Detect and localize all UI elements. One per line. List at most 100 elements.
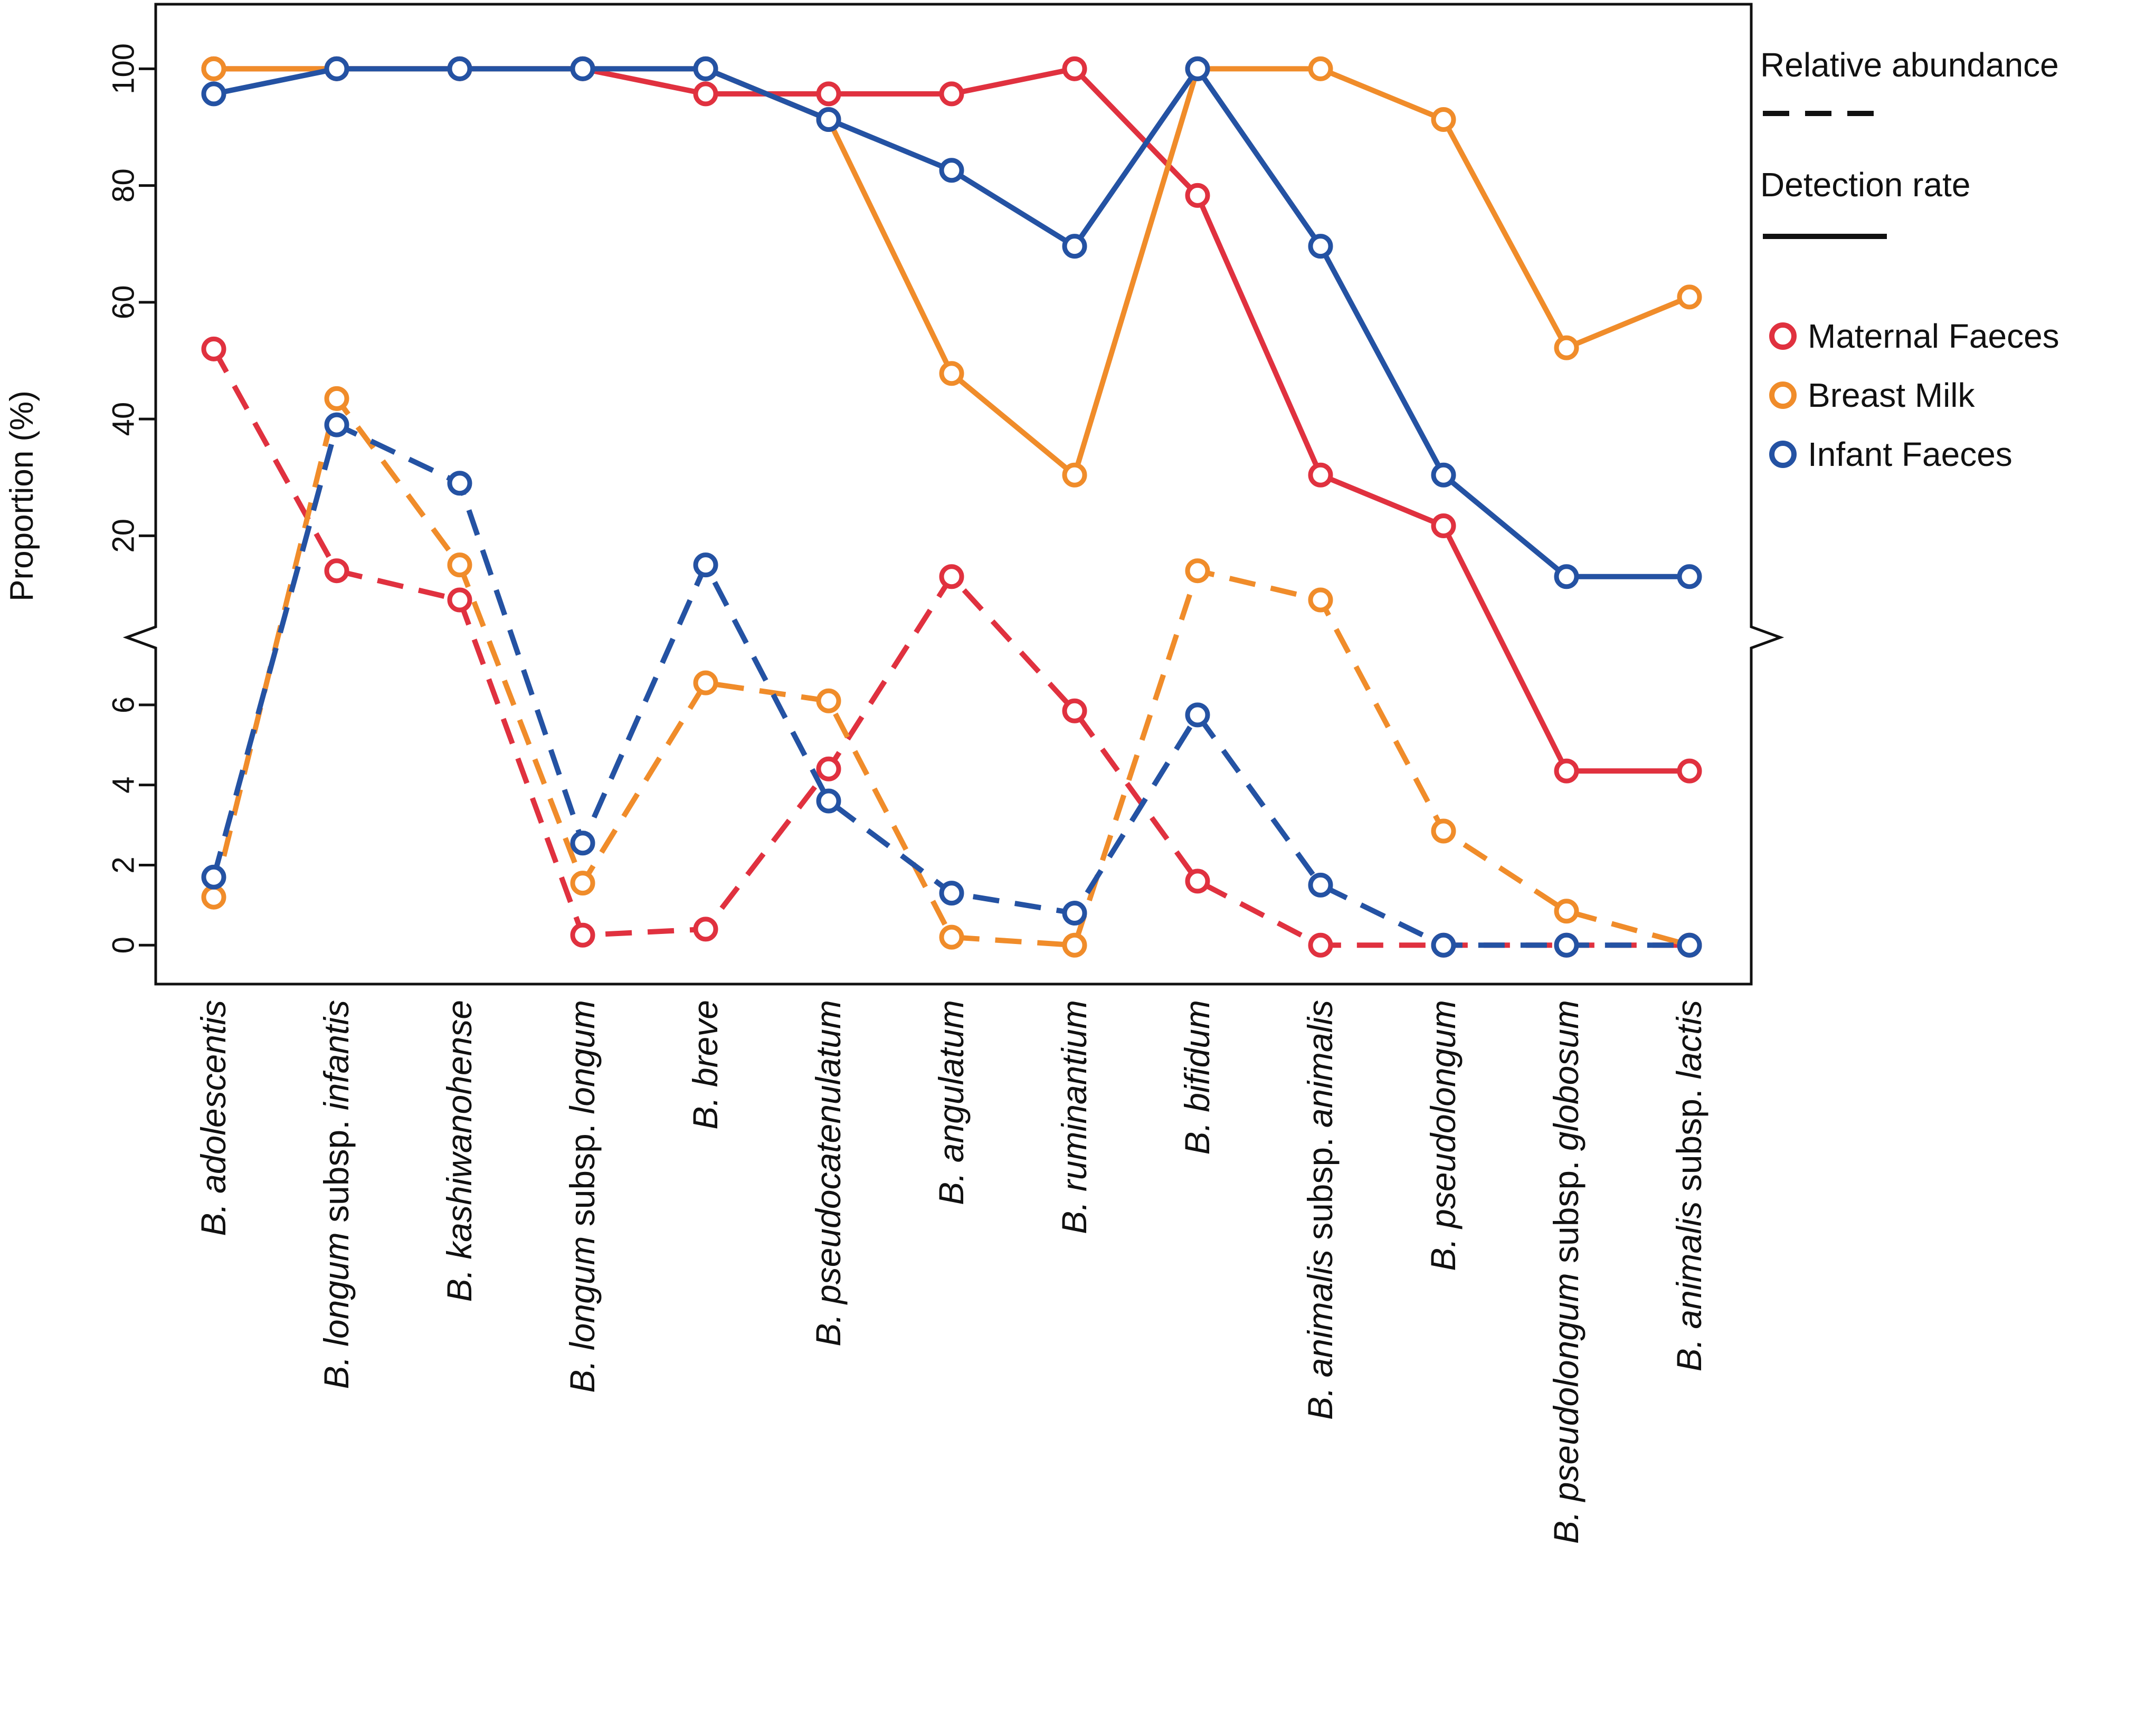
x-axis-labels: B. adolescentis B. longum subsp. infantis… xyxy=(194,1000,1708,1544)
y-tick-label-upper: 40 xyxy=(106,402,140,436)
x-category-label: B. pseudolongum subsp. globosum xyxy=(1546,1000,1586,1544)
data-point xyxy=(1308,56,1333,81)
data-point xyxy=(1431,513,1456,539)
x-category-label: B. bifidum xyxy=(1178,1000,1217,1155)
x-category-label: B. animalis subsp. lactis xyxy=(1669,1000,1708,1371)
data-point xyxy=(201,81,226,107)
data-point xyxy=(693,552,718,578)
x-category-label-part: subsp. xyxy=(1546,1151,1586,1273)
x-category-label-part: B. pseudolongum xyxy=(1423,1000,1463,1271)
data-point xyxy=(816,688,841,713)
data-point xyxy=(816,788,841,814)
y-axis: 20 40 60 80 100 0 2 4 6 xyxy=(106,43,156,953)
x-category-label: B. angulatum xyxy=(932,1000,971,1205)
data-point xyxy=(1062,234,1087,259)
series-line xyxy=(211,396,1691,948)
legend-group-label: Infant Faeces xyxy=(1808,435,2012,473)
y-tick-label-upper: 60 xyxy=(106,285,140,320)
data-point xyxy=(447,587,472,613)
x-category-label-part: B. pseudocatenulatum xyxy=(809,1000,848,1347)
x-category-label: B. longum subsp. infantis xyxy=(317,1000,356,1389)
data-point xyxy=(1308,234,1333,259)
legend-marker xyxy=(1769,381,1797,409)
data-point xyxy=(1185,869,1210,894)
data-point xyxy=(1677,758,1702,784)
data-point xyxy=(1677,564,1702,589)
data-point xyxy=(1431,107,1456,132)
x-category-label-part: B. adolescentis xyxy=(194,1000,233,1236)
x-category-label-part: subsp. xyxy=(563,1114,602,1236)
series-line xyxy=(213,66,1689,579)
data-point xyxy=(939,158,964,183)
plot-frame xyxy=(122,3,1784,986)
x-category-label: B. breve xyxy=(686,1000,725,1130)
x-category-label: B. kashiwanohense xyxy=(440,1000,479,1302)
data-point xyxy=(693,56,718,81)
data-point xyxy=(939,924,964,950)
data-point xyxy=(1185,702,1210,728)
data-point xyxy=(1185,183,1210,208)
x-category-label-part: animalis xyxy=(1300,1000,1340,1128)
data-point xyxy=(324,558,349,584)
series-relative_abundance-maternal-faeces xyxy=(201,336,1702,958)
data-point xyxy=(816,81,841,107)
x-category-label-part: subsp. xyxy=(1669,1079,1708,1201)
data-point xyxy=(1431,818,1456,844)
series-line xyxy=(211,422,1689,948)
data-point xyxy=(939,564,964,589)
data-point xyxy=(201,56,226,81)
data-point xyxy=(201,884,226,910)
data-point xyxy=(1308,587,1333,613)
series-line xyxy=(214,66,1691,478)
legend: Relative abundance Detection rate Maternal… xyxy=(1760,46,2059,473)
y-tick-label-lower: 0 xyxy=(106,937,140,953)
data-point xyxy=(939,81,964,107)
data-point xyxy=(1308,462,1333,488)
y-tick-label-upper: 100 xyxy=(106,43,140,94)
legend-marker xyxy=(1769,441,1797,468)
legend-relative-abundance-label: Relative abundance xyxy=(1760,46,2059,84)
x-category-label: B. pseudolongum xyxy=(1423,1000,1463,1271)
x-category-label: B. pseudocatenulatum xyxy=(809,1000,848,1347)
y-tick-label-upper: 20 xyxy=(106,519,140,553)
data-point xyxy=(1308,932,1333,958)
data-point xyxy=(1185,558,1210,584)
data-point xyxy=(1308,872,1333,898)
data-point xyxy=(1062,462,1087,488)
x-category-label-part: B. bifidum xyxy=(1178,1000,1217,1155)
x-category-label-part: lactis xyxy=(1669,1000,1708,1079)
x-category-label-part: B. longum xyxy=(563,1236,602,1393)
data-point xyxy=(1554,899,1579,924)
x-category-label-part: B. angulatum xyxy=(932,1000,971,1205)
data-point xyxy=(324,386,349,411)
data-point xyxy=(693,917,718,942)
x-category-label-part: subsp. xyxy=(1300,1128,1340,1249)
legend-group-label: Breast Milk xyxy=(1808,376,1976,414)
data-point xyxy=(1185,56,1210,81)
y-tick-label-lower: 4 xyxy=(106,777,140,794)
data-point xyxy=(1431,932,1456,958)
x-category-label-part: subsp. xyxy=(317,1110,356,1232)
x-category-label: B. animalis subsp. animalis xyxy=(1300,1000,1340,1420)
y-tick-label-lower: 2 xyxy=(106,856,140,873)
data-point xyxy=(693,81,718,107)
series-relative_abundance-infant-faeces xyxy=(201,412,1702,958)
data-point xyxy=(570,871,595,896)
data-point xyxy=(1062,901,1087,926)
plot-border xyxy=(122,3,1784,986)
data-point xyxy=(1677,284,1702,310)
series-detection_rate-breast-milk xyxy=(201,56,1702,488)
data-point xyxy=(324,412,349,437)
data-point xyxy=(816,107,841,132)
data-point xyxy=(939,881,964,906)
series-detection_rate-infant-faeces xyxy=(201,56,1702,589)
x-category-label-part: B. kashiwanohense xyxy=(440,1000,479,1302)
data-point xyxy=(1554,932,1579,958)
data-point xyxy=(1431,462,1456,488)
x-category-label-part: infantis xyxy=(317,1000,356,1110)
legend-detection-rate-label: Detection rate xyxy=(1760,166,1970,204)
data-point xyxy=(570,922,595,948)
series-line xyxy=(211,347,1689,948)
y-axis-title: Proportion (%) xyxy=(4,390,40,602)
